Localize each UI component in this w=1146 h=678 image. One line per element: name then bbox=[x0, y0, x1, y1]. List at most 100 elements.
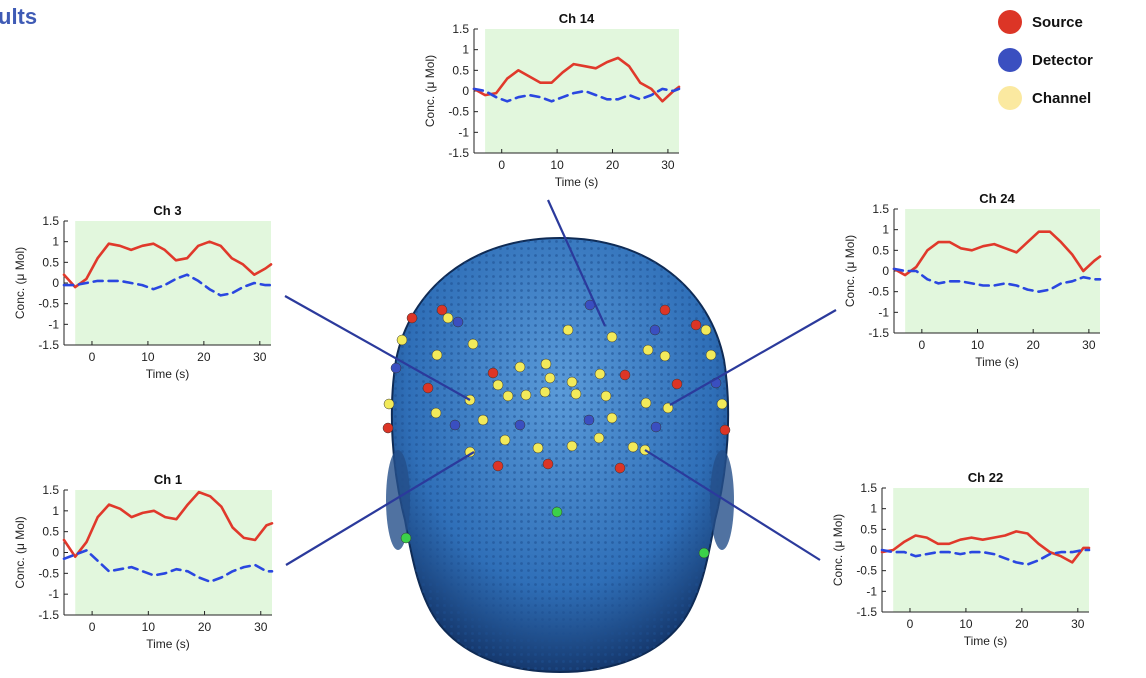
plot-title: Ch 14 bbox=[559, 11, 595, 26]
source-series-line bbox=[62, 490, 274, 559]
y-tick-label: -1 bbox=[48, 587, 59, 601]
x-tick-label: 20 bbox=[1027, 338, 1041, 352]
optode-marker bbox=[700, 324, 712, 336]
optode-marker bbox=[551, 506, 563, 518]
plot-title: Ch 22 bbox=[968, 470, 1003, 485]
optode-marker bbox=[606, 412, 618, 424]
optode-marker bbox=[449, 419, 461, 431]
y-tick-label: 0 bbox=[52, 546, 59, 560]
x-tick-label: 30 bbox=[254, 620, 268, 634]
detector-series-line bbox=[62, 549, 274, 584]
optode-marker bbox=[452, 316, 464, 328]
y-tick-label: -0.5 bbox=[448, 105, 469, 119]
optode-marker bbox=[719, 424, 731, 436]
y-tick-label: 0.5 bbox=[872, 243, 889, 257]
optode-marker bbox=[514, 419, 526, 431]
x-tick-label: 0 bbox=[498, 158, 505, 172]
y-tick-label: -1.5 bbox=[868, 326, 889, 340]
y-tick-label: -1.5 bbox=[38, 608, 59, 622]
channel-plot: 1.5 1 0.5 0 -0.5 -1 -1.5 0 10 20 30 Ch 14 Time (s) Co… bbox=[423, 11, 681, 189]
plot-title: Ch 1 bbox=[154, 472, 182, 487]
optode-marker bbox=[614, 462, 626, 474]
optode-marker bbox=[716, 398, 728, 410]
channel-connector-line bbox=[669, 309, 837, 406]
optode-marker bbox=[544, 372, 556, 384]
y-tick-label: -0.5 bbox=[856, 564, 877, 578]
channel-connector-line bbox=[285, 451, 475, 566]
left-ear bbox=[386, 450, 410, 550]
source-marker-icon bbox=[998, 10, 1022, 34]
x-tick-label: 10 bbox=[141, 350, 155, 364]
y-tick-label: -1.5 bbox=[856, 605, 877, 619]
optode-marker bbox=[650, 421, 662, 433]
optode-marker bbox=[566, 376, 578, 388]
x-tick-label: 0 bbox=[918, 338, 925, 352]
optode-marker bbox=[396, 334, 408, 346]
optode-marker bbox=[520, 389, 532, 401]
channel-connector-line bbox=[284, 295, 471, 401]
optode-marker bbox=[659, 350, 671, 362]
optode-marker bbox=[477, 414, 489, 426]
optode-marker bbox=[514, 361, 526, 373]
x-axis-label: Time (s) bbox=[964, 634, 1008, 648]
y-tick-label: 1 bbox=[882, 223, 889, 237]
x-tick-label: 20 bbox=[197, 350, 211, 364]
channel-plot: 1.5 1 0.5 0 -0.5 -1 -1.5 0 10 20 30 Ch 24 Time (s) Co… bbox=[843, 191, 1102, 369]
optode-marker bbox=[705, 349, 717, 361]
y-tick-label: 1.5 bbox=[452, 22, 469, 36]
optode-marker bbox=[430, 407, 442, 419]
stimulus-shaded-region bbox=[75, 221, 272, 345]
optode-marker bbox=[383, 398, 395, 410]
optode-layer bbox=[382, 299, 731, 559]
x-tick-label: 20 bbox=[198, 620, 212, 634]
x-tick-label: 30 bbox=[661, 158, 675, 172]
channel-plot: 1.5 1 0.5 0 -0.5 -1 -1.5 0 10 20 30 Ch 22 Time (s) Co… bbox=[831, 470, 1091, 648]
legend-item-channel: Channel bbox=[996, 86, 1146, 114]
detector-marker-icon bbox=[998, 48, 1022, 72]
detector-series-line bbox=[892, 267, 1102, 294]
optode-marker bbox=[600, 390, 612, 402]
optode-marker bbox=[431, 349, 443, 361]
optode-marker bbox=[649, 324, 661, 336]
x-tick-label: 0 bbox=[89, 620, 96, 634]
y-tick-label: -1 bbox=[866, 584, 877, 598]
optode-marker bbox=[464, 446, 476, 458]
y-tick-label: -0.5 bbox=[868, 285, 889, 299]
source-series-line bbox=[472, 56, 681, 103]
stimulus-shaded-region bbox=[893, 488, 1089, 612]
optode-marker bbox=[442, 312, 454, 324]
channel-connector-line bbox=[546, 199, 607, 327]
optode-marker bbox=[499, 434, 511, 446]
y-tick-label: 0.5 bbox=[860, 522, 877, 536]
x-tick-label: 10 bbox=[959, 617, 973, 631]
x-axis-label: Time (s) bbox=[555, 175, 599, 189]
legend-label-detector: Detector bbox=[1032, 52, 1093, 69]
x-tick-label: 10 bbox=[142, 620, 156, 634]
y-tick-label: -1 bbox=[458, 125, 469, 139]
x-tick-label: 10 bbox=[971, 338, 985, 352]
y-tick-label: -0.5 bbox=[38, 566, 59, 580]
optode-marker bbox=[698, 547, 710, 559]
optode-marker bbox=[390, 362, 402, 374]
stimulus-shaded-region bbox=[75, 490, 272, 615]
optode-marker bbox=[539, 386, 551, 398]
optode-marker bbox=[406, 312, 418, 324]
x-axis-label: Time (s) bbox=[146, 637, 190, 651]
head-model bbox=[386, 236, 734, 674]
x-tick-label: 0 bbox=[89, 350, 96, 364]
y-axis-label: Conc. (μ Mol) bbox=[13, 516, 27, 588]
x-tick-label: 0 bbox=[907, 617, 914, 631]
optode-marker bbox=[562, 324, 574, 336]
y-tick-label: 1.5 bbox=[860, 481, 877, 495]
optode-marker bbox=[583, 414, 595, 426]
y-tick-label: 0 bbox=[52, 276, 59, 290]
source-series-line bbox=[880, 530, 1091, 564]
optode-marker bbox=[502, 390, 514, 402]
source-series-line bbox=[892, 230, 1102, 277]
y-tick-label: 1 bbox=[52, 504, 59, 518]
detector-series-line bbox=[472, 87, 681, 103]
y-axis-label: Conc. (μ Mol) bbox=[423, 55, 437, 127]
optode-marker bbox=[492, 379, 504, 391]
